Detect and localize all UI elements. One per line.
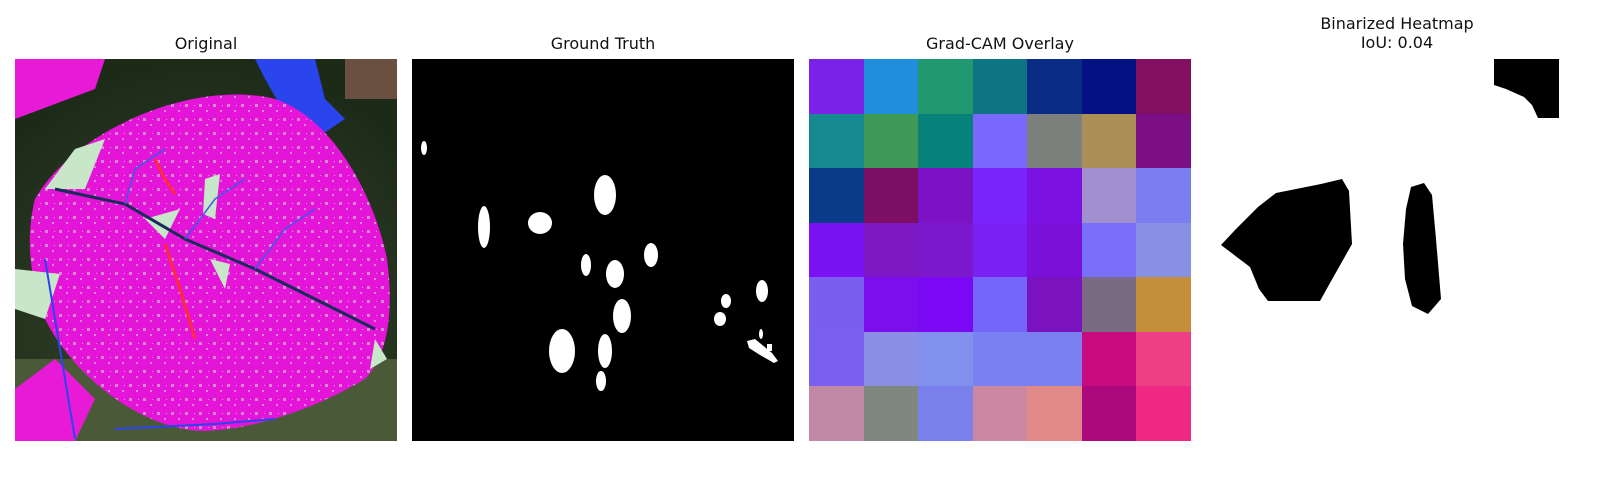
gradcam-cell (1082, 386, 1136, 441)
gradcam-cell (809, 277, 864, 332)
gradcam-panel: Grad-CAM Overlay (809, 0, 1191, 500)
gradcam-cell (1027, 59, 1082, 114)
gradcam-cell (918, 114, 973, 168)
gradcam-cell (918, 332, 973, 386)
gradcam-cell (864, 277, 918, 332)
gradcam-cell (1136, 277, 1191, 332)
gradcam-cell (864, 223, 918, 277)
gradcam-cell (864, 332, 918, 386)
gradcam-cell (1027, 114, 1082, 168)
gradcam-cell (1027, 386, 1082, 441)
gradcam-title: Grad-CAM Overlay (926, 34, 1074, 53)
gradcam-cell (1082, 59, 1136, 114)
gradcam-cell (864, 114, 918, 168)
gradcam-cell (1082, 114, 1136, 168)
gradcam-cell (1136, 168, 1191, 223)
gradcam-cell (973, 277, 1027, 332)
gradcam-cell (809, 332, 864, 386)
original-image (15, 59, 397, 441)
gradcam-cell (809, 386, 864, 441)
binarized-heatmap-image (1206, 59, 1588, 441)
gradcam-cell (973, 332, 1027, 386)
gradcam-cell (864, 386, 918, 441)
gradcam-cell (1082, 277, 1136, 332)
gradcam-cell (1082, 332, 1136, 386)
gradcam-cell (1136, 59, 1191, 114)
ground-truth-panel: Ground Truth (412, 0, 794, 500)
gradcam-overlay-image (809, 59, 1191, 441)
gradcam-cell (918, 223, 973, 277)
gradcam-cell (809, 114, 864, 168)
gradcam-cell (973, 168, 1027, 223)
gradcam-cell (973, 59, 1027, 114)
gradcam-cell (918, 277, 973, 332)
gradcam-cell (918, 59, 973, 114)
iou-label: IoU: 0.04 (1360, 33, 1434, 52)
gradcam-cell (1027, 168, 1082, 223)
gradcam-cell (809, 223, 864, 277)
original-title: Original (174, 34, 238, 53)
gradcam-cell (809, 59, 864, 114)
gradcam-cell (1136, 114, 1191, 168)
ground-truth-title: Ground Truth (550, 34, 656, 53)
gradcam-cell (864, 168, 918, 223)
gradcam-cell (1136, 386, 1191, 441)
gradcam-cell (809, 168, 864, 223)
gradcam-cell (973, 223, 1027, 277)
gradcam-cell (973, 386, 1027, 441)
gradcam-cell (1136, 332, 1191, 386)
gradcam-cell (1082, 168, 1136, 223)
gradcam-cell (1027, 277, 1082, 332)
gradcam-cell (1027, 332, 1082, 386)
gradcam-cell (973, 114, 1027, 168)
original-panel: Original (15, 0, 397, 500)
gradcam-cell (1136, 223, 1191, 277)
binarized-title: Binarized Heatmap (1320, 14, 1474, 33)
gradcam-cell (1082, 223, 1136, 277)
binarized-panel: Binarized Heatmap IoU: 0.04 (1206, 0, 1588, 500)
gradcam-cell (918, 168, 973, 223)
ground-truth-mask (412, 59, 794, 441)
gradcam-cell (918, 386, 973, 441)
gradcam-cell (864, 59, 918, 114)
gradcam-cell (1027, 223, 1082, 277)
